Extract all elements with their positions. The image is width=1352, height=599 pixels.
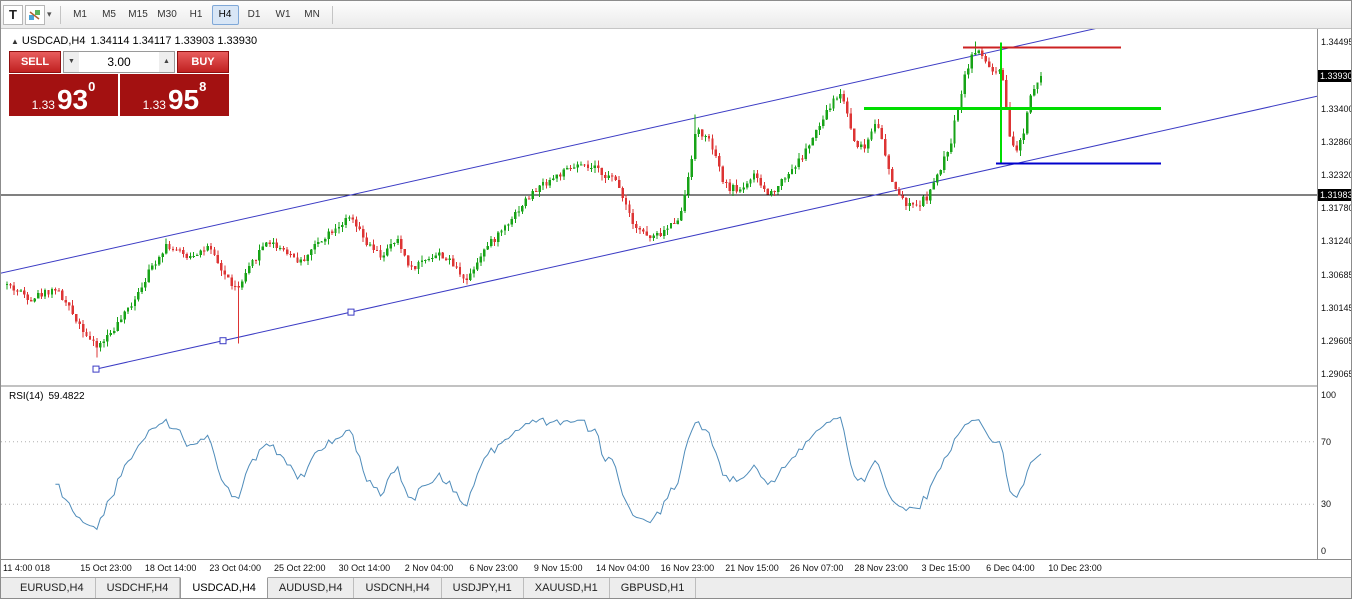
time-axis-label: 30 Oct 14:00	[338, 563, 391, 573]
toolbar-separator	[331, 5, 333, 24]
bid-prefix: 1.33	[31, 98, 55, 112]
rsi-axis-label: 30	[1321, 499, 1332, 510]
price-axis-label: 1.31780	[1321, 202, 1352, 213]
price-axis-label: 1.31240	[1321, 235, 1352, 246]
uptick-triangle-icon: ▲	[11, 37, 19, 46]
one-click-trading-panel: SELL ▼ 3.00 ▲ BUY 1.33 93 0 1.33 95 8	[9, 51, 229, 116]
time-axis-fragment: 018	[35, 563, 51, 573]
channel-upper-trendline[interactable]	[1, 29, 1151, 274]
rsi-name: RSI(14)	[9, 391, 44, 402]
rsi-line	[55, 416, 1042, 531]
time-axis-label: 10 Dec 23:00	[1048, 563, 1102, 573]
time-axis-label: 18 Oct 14:00	[144, 563, 197, 573]
price-axis[interactable]: 1.34495 1.33400 1.32860 1.32320 1.31780 1.312…	[1317, 29, 1352, 559]
chart-tab-eurusd[interactable]: EURUSD,H4	[9, 578, 96, 598]
time-axis-label: 3 Dec 15:00	[921, 563, 971, 573]
time-axis-label: 6 Dec 04:00	[986, 563, 1035, 573]
price-axis-label: 1.34495	[1321, 36, 1352, 47]
channel-lower-trendline[interactable]	[95, 95, 1317, 370]
time-axis-fragment: 11 4:00	[3, 563, 33, 573]
draw-tool-icon[interactable]	[25, 4, 45, 25]
volume-down-button[interactable]: ▼	[64, 52, 79, 72]
price-axis-label: 1.32320	[1321, 169, 1352, 180]
timeframe-button-h4[interactable]: H4	[211, 4, 239, 25]
price-axis-label: 1.32860	[1321, 136, 1352, 147]
ask-big-digits: 95	[167, 84, 200, 115]
chart-tab-usdjpy[interactable]: USDJPY,H1	[442, 578, 524, 598]
price-axis-label: 1.30145	[1321, 302, 1352, 313]
indicator-panel-divider[interactable]	[1, 385, 1351, 387]
time-axis-label: 16 Nov 23:00	[660, 563, 715, 573]
time-axis-label: 28 Nov 23:00	[854, 563, 908, 573]
time-axis[interactable]: 11 4:00 018 15 Oct 23:00 18 Oct 14:00 23 Oct…	[1, 559, 1351, 577]
rsi-axis-label: 70	[1321, 436, 1332, 447]
time-axis-label: 25 Oct 22:00	[274, 563, 326, 573]
rsi-axis-label: 0	[1321, 546, 1327, 556]
chart-tab-usdcnh[interactable]: USDCNH,H4	[354, 578, 442, 598]
volume-up-button[interactable]: ▲	[159, 52, 174, 72]
trendline-handle[interactable]	[92, 365, 100, 373]
chart-tab-usdchf[interactable]: USDCHF,H4	[96, 578, 181, 598]
rsi-axis-label: 100	[1321, 390, 1337, 400]
rsi-label: RSI(14) 59.4822	[9, 391, 85, 402]
trendline-handle[interactable]	[219, 337, 227, 345]
toolbar-separator	[59, 5, 61, 24]
time-axis-label: 23 Oct 04:00	[209, 563, 261, 573]
dropdown-caret-icon[interactable]: ▾	[47, 9, 52, 19]
timeframe-button-d1[interactable]: D1	[247, 8, 261, 20]
price-axis-label: 1.29605	[1321, 335, 1352, 346]
rsi-value: 59.4822	[48, 391, 85, 402]
timeframe-button-m5[interactable]: M5	[102, 8, 116, 20]
chart-ohlc-values: 1.34114 1.34117 1.33903 1.33930	[90, 35, 258, 47]
rsi-indicator-chart[interactable]	[1, 387, 1317, 559]
candles	[5, 41, 1043, 358]
bid-ask-row: 1.33 93 0 1.33 95 8	[9, 74, 229, 116]
toolbar: T ▾ M1 M5 M15 M30 H1 H4 D1 W1 MN	[1, 1, 1351, 29]
time-axis-label: 6 Nov 23:00	[469, 563, 518, 573]
timeframe-button-w1[interactable]: W1	[275, 8, 291, 20]
chart-tab-audusd[interactable]: AUDUSD,H4	[268, 578, 355, 598]
chart-tab-bar: EURUSD,H4 USDCHF,H4 USDCAD,H4 AUDUSD,H4 USDC…	[1, 577, 1351, 598]
chart-tab-xauusd[interactable]: XAUUSD,H1	[524, 578, 610, 598]
trade-buttons-row: SELL ▼ 3.00 ▲ BUY	[9, 51, 229, 73]
bid-big-digits: 93	[56, 84, 89, 115]
timeframe-button-m15[interactable]: M15	[128, 8, 148, 20]
time-axis-label: 14 Nov 04:00	[596, 563, 650, 573]
timeframe-button-mn[interactable]: MN	[304, 8, 320, 20]
sell-button[interactable]: SELL	[9, 51, 61, 73]
bid-pip-digit: 0	[88, 79, 96, 94]
text-tool-icon[interactable]: T	[3, 4, 23, 25]
hline-price-tag: 1.31983	[1318, 189, 1351, 202]
volume-spinner: ▼ 3.00 ▲	[63, 51, 175, 73]
chart-title: ▲ USDCAD,H4 1.34114 1.34117 1.33903 1.3393…	[11, 35, 257, 47]
price-axis-label: 1.29065	[1321, 368, 1352, 379]
candlestick-chart[interactable]	[1, 29, 1317, 385]
draw-tool-glyph	[29, 9, 40, 20]
price-axis-label: 1.30685	[1321, 269, 1352, 280]
bid-price-display[interactable]: 1.33 93 0	[9, 74, 118, 116]
timeframe-button-m1[interactable]: M1	[73, 8, 87, 20]
ask-price-display[interactable]: 1.33 95 8	[120, 74, 229, 116]
price-axis-label: 1.33400	[1321, 103, 1352, 114]
ask-prefix: 1.33	[142, 98, 166, 112]
trendline-handle[interactable]	[347, 308, 355, 316]
timeframe-buttons: M1 M5 M15 M30 H1 H4 D1 W1 MN	[66, 4, 327, 25]
time-axis-label: 2 Nov 04:00	[404, 563, 454, 573]
volume-input[interactable]: 3.00	[107, 55, 131, 69]
chart-tab-gbpusd[interactable]: GBPUSD,H1	[610, 578, 697, 598]
ask-pip-digit: 8	[199, 79, 207, 94]
time-axis-label: 21 Nov 15:00	[725, 563, 779, 573]
chart-symbol-period: USDCAD,H4	[21, 35, 86, 47]
current-price-tag: 1.33930	[1318, 70, 1351, 83]
timeframe-button-h1[interactable]: H1	[189, 8, 203, 20]
time-axis-label: 15 Oct 23:00	[80, 563, 132, 573]
time-axis-label: 9 Nov 15:00	[533, 563, 583, 573]
buy-button[interactable]: BUY	[177, 51, 229, 73]
timeframe-button-m30[interactable]: M30	[157, 8, 177, 20]
time-axis-label: 26 Nov 07:00	[789, 563, 844, 573]
chart-tab-usdcad[interactable]: USDCAD,H4	[180, 577, 268, 598]
